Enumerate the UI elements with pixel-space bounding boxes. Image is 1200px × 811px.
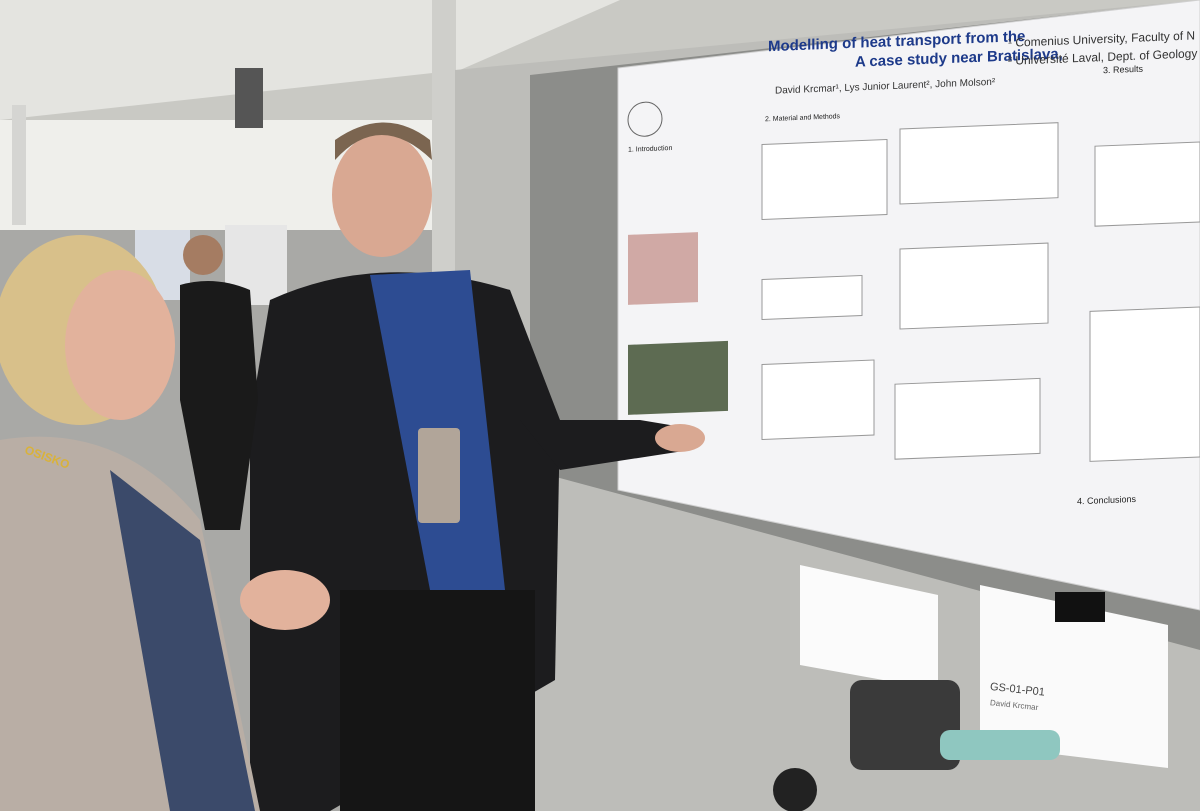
passerby bbox=[180, 281, 258, 530]
figure bbox=[1094, 141, 1200, 227]
figure bbox=[899, 242, 1049, 330]
figure bbox=[899, 122, 1059, 205]
clip bbox=[1055, 592, 1105, 622]
woman-face bbox=[65, 270, 175, 420]
man-head bbox=[332, 133, 432, 257]
figure bbox=[761, 359, 875, 441]
window bbox=[235, 68, 263, 128]
section-heading: 2. Material and Methods bbox=[765, 113, 841, 123]
section-heading: 1. Introduction bbox=[628, 145, 672, 154]
man-trousers bbox=[340, 590, 535, 811]
ceiling bbox=[0, 0, 620, 120]
section-heading: 4. Conclusions bbox=[1077, 494, 1137, 506]
woman-hand bbox=[240, 570, 330, 630]
figure bbox=[1089, 306, 1200, 462]
sign-code: GS-01-P01 bbox=[989, 681, 1045, 699]
pole bbox=[12, 105, 26, 225]
stroller-wheel bbox=[773, 768, 817, 811]
beer-glass bbox=[418, 428, 460, 523]
stroller-seat bbox=[940, 730, 1060, 760]
man-arm bbox=[520, 420, 700, 470]
table bbox=[761, 274, 863, 321]
university-logo bbox=[627, 101, 663, 137]
passerby-head bbox=[183, 235, 223, 275]
stroller bbox=[850, 680, 960, 770]
man-hair bbox=[335, 122, 432, 160]
figure bbox=[761, 138, 888, 221]
section-heading: 3. Results bbox=[1103, 64, 1144, 76]
woman-blouse bbox=[110, 470, 255, 811]
map-figure bbox=[628, 340, 728, 415]
man-hand bbox=[655, 424, 705, 452]
card bbox=[800, 565, 938, 690]
figure bbox=[894, 377, 1041, 460]
sign-card bbox=[980, 585, 1168, 768]
figure bbox=[628, 232, 698, 305]
poster-content: Modelling of heat transport from the A c… bbox=[627, 28, 1200, 506]
